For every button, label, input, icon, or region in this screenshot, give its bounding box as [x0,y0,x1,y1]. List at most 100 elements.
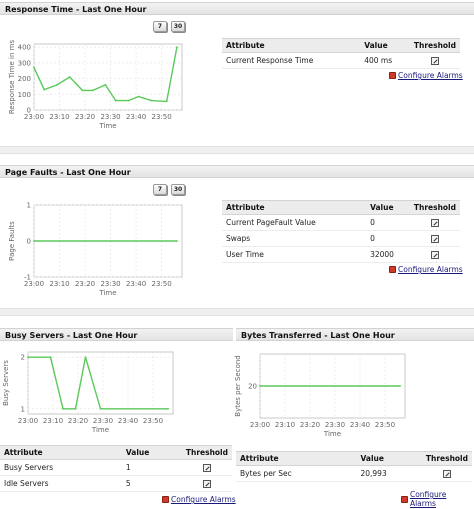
y-axis-title: Page Faults [8,221,16,261]
x-tick-label: 23:00 [250,421,270,429]
plot-frame [27,351,174,415]
period-30-button[interactable]: 30 [171,184,185,195]
x-tick-label: 23:00 [24,280,44,288]
threshold-edit-icon[interactable] [430,57,439,65]
row-threshold [409,230,460,247]
configure-alarms-link[interactable]: Configure Alarms [389,265,463,274]
x-tick-label: 23:10 [43,417,63,425]
data-point [56,83,58,86]
col-value: Value [360,38,410,53]
data-point [137,95,140,98]
row-value: 0 [366,214,410,231]
data-point [175,46,178,49]
period-30-button[interactable]: 30 [171,21,185,32]
data-point [114,99,117,102]
x-tick-label: 23:30 [100,113,120,121]
data-point [127,99,130,102]
x-tick-label: 23:40 [118,417,138,425]
col-threshold: Threshold [409,38,460,53]
x-tick-label: 23:50 [151,280,171,288]
table-row: User Time 32000 [222,246,460,263]
threshold-edit-icon[interactable] [442,470,451,478]
configure-alarms-link[interactable]: Configure Alarms [162,495,236,504]
threshold-edit-icon[interactable] [430,251,439,259]
threshold-edit-icon[interactable] [202,464,211,472]
y-tick-label: 1 [27,202,31,210]
col-attribute: Attribute [222,200,367,215]
col-attribute: Attribute [236,451,357,466]
row-value: 400 ms [360,52,410,69]
row-attribute: Current PageFault Value [222,214,367,231]
data-point [91,89,94,92]
data-point [62,407,64,410]
data-point [33,240,35,242]
row-value: 32000 [366,246,410,263]
row-threshold [409,214,460,231]
row-threshold [409,52,460,69]
data-point [74,407,77,410]
row-attribute: Bytes per Sec [236,465,357,482]
x-tick-label: 23:10 [275,421,295,429]
data-point [259,385,261,387]
y-tick-label: 2 [21,354,25,362]
threshold-edit-icon[interactable] [430,235,439,243]
configure-alarms-link[interactable]: Configure Alarms [401,490,474,508]
row-threshold [181,459,232,476]
y-axis-title: Bytes per Second [234,355,242,416]
x-axis-title: Time [323,430,341,438]
bytes-transferred-table: Attribute Value Threshold Bytes per Sec … [236,451,472,482]
response-time-title: Response Time - Last One Hour [0,2,474,15]
y-tick-label: 0 [27,107,31,115]
configure-alarms-link[interactable]: Configure Alarms [389,71,463,80]
section-separator [0,308,474,316]
x-axis-title: Time [98,289,116,297]
x-axis-title: Time [91,426,109,434]
period-7-button[interactable]: 7 [153,21,167,32]
threshold-edit-icon[interactable] [430,219,439,227]
col-attribute: Attribute [222,38,361,53]
row-attribute: Idle Servers [0,475,122,492]
bytes-transferred-title: Bytes Transferred - Last One Hour [236,328,474,341]
x-tick-label: 23:30 [325,421,345,429]
x-tick-label: 23:20 [75,113,95,121]
col-threshold: Threshold [181,445,232,460]
response-time-chart: 23:00 23:10 23:20 23:30 23:40 23:50 0 100 200 300… [8,40,183,130]
table-row: Bytes per Sec 20,993 [236,465,472,482]
table-row: Swaps 0 [222,230,460,247]
x-tick-label: 23:50 [143,417,163,425]
table-row: Current PageFault Value 0 [222,214,460,231]
threshold-edit-icon[interactable] [202,480,211,488]
table-row: Current Response Time 400 ms [222,52,460,69]
data-point [165,100,168,103]
col-attribute: Attribute [0,445,122,460]
busy-servers-table: Attribute Value Threshold Busy Servers 1… [0,445,232,492]
row-threshold [421,465,472,482]
data-point [33,66,35,69]
x-tick-label: 23:40 [126,280,146,288]
configure-alarms-label[interactable]: Configure Alarms [398,71,463,80]
x-tick-label: 23:50 [375,421,395,429]
y-tick-label: 20 [248,383,257,391]
data-point [150,99,153,102]
row-attribute: Current Response Time [222,52,361,69]
x-tick-label: 23:10 [49,280,69,288]
bytes-transferred-chart: 23:00 23:10 23:20 23:30 23:40 23:50 20 Time Byte… [234,353,406,438]
data-point [175,240,178,242]
section-separator [0,146,474,154]
row-threshold [181,475,232,492]
configure-alarms-label[interactable]: Configure Alarms [398,265,463,274]
x-tick-label: 23:10 [49,113,69,121]
row-value: 5 [121,475,182,492]
data-point [84,356,87,359]
configure-alarms-label[interactable]: Configure Alarms [171,495,236,504]
x-tick-label: 23:20 [300,421,320,429]
data-point [49,356,52,359]
period-7-button[interactable]: 7 [153,184,167,195]
y-tick-label: 1 [21,405,25,413]
x-axis-title: Time [98,122,116,130]
data-point [399,385,401,387]
alarm-bell-icon [389,266,396,273]
row-threshold [409,246,460,263]
configure-alarms-label[interactable]: Configure Alarms [409,490,447,508]
alarm-bell-icon [389,72,396,79]
